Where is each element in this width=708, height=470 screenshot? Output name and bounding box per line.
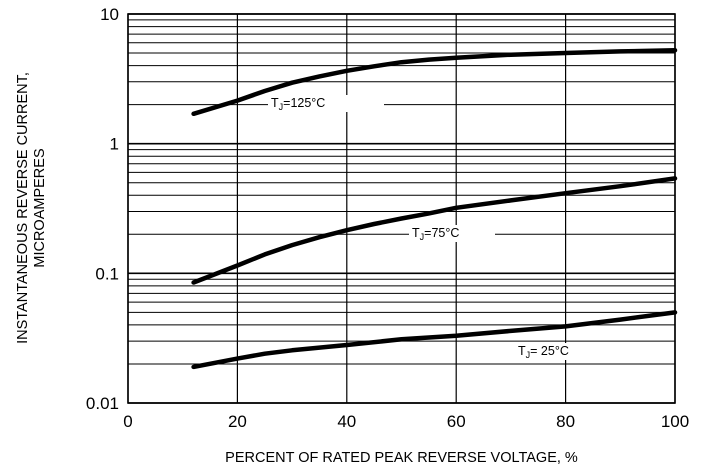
y-axis-label-line-1: INSTANTANEOUS REVERSE CURRENT, xyxy=(15,72,31,344)
series-label-bg-1 xyxy=(268,95,384,112)
series-line-1 xyxy=(191,48,678,117)
x-tick-label: 100 xyxy=(661,412,689,431)
x-tick-label: 60 xyxy=(447,412,466,431)
data-series xyxy=(191,48,678,370)
series-line-3 xyxy=(191,310,678,370)
series-label-bg-2 xyxy=(409,225,495,242)
y-tick-label: 10 xyxy=(100,5,119,24)
y-axis-label-line-2: MICROAMPERES xyxy=(32,148,48,267)
series-label-3: TJ= 25°C xyxy=(518,344,569,360)
x-axis-label: PERCENT OF RATED PEAK REVERSE VOLTAGE, % xyxy=(225,450,578,466)
x-tick-label: 80 xyxy=(556,412,575,431)
y-axis-label: INSTANTANEOUS REVERSE CURRENT, MICROAMPE… xyxy=(15,72,48,344)
series-label-2: TJ=75°C xyxy=(412,226,459,242)
plot-frame xyxy=(127,13,676,404)
y-tick-label: 0.01 xyxy=(86,394,119,413)
series-label-1: TJ=125°C xyxy=(271,96,325,112)
series-line-2 xyxy=(191,176,678,285)
series-label-bg-3 xyxy=(515,343,605,360)
x-tick-label: 40 xyxy=(337,412,356,431)
y-tick-label: 0.1 xyxy=(95,264,119,283)
x-tick-label: 0 xyxy=(123,412,132,431)
tick-labels: 0 20 40 60 80 100 0.01 0.1 1 10 xyxy=(86,5,689,431)
x-tick-label: 20 xyxy=(228,412,247,431)
y-tick-label: 1 xyxy=(110,135,119,154)
series-labels: TJ=125°C TJ=75°C TJ= 25°C xyxy=(268,95,605,360)
